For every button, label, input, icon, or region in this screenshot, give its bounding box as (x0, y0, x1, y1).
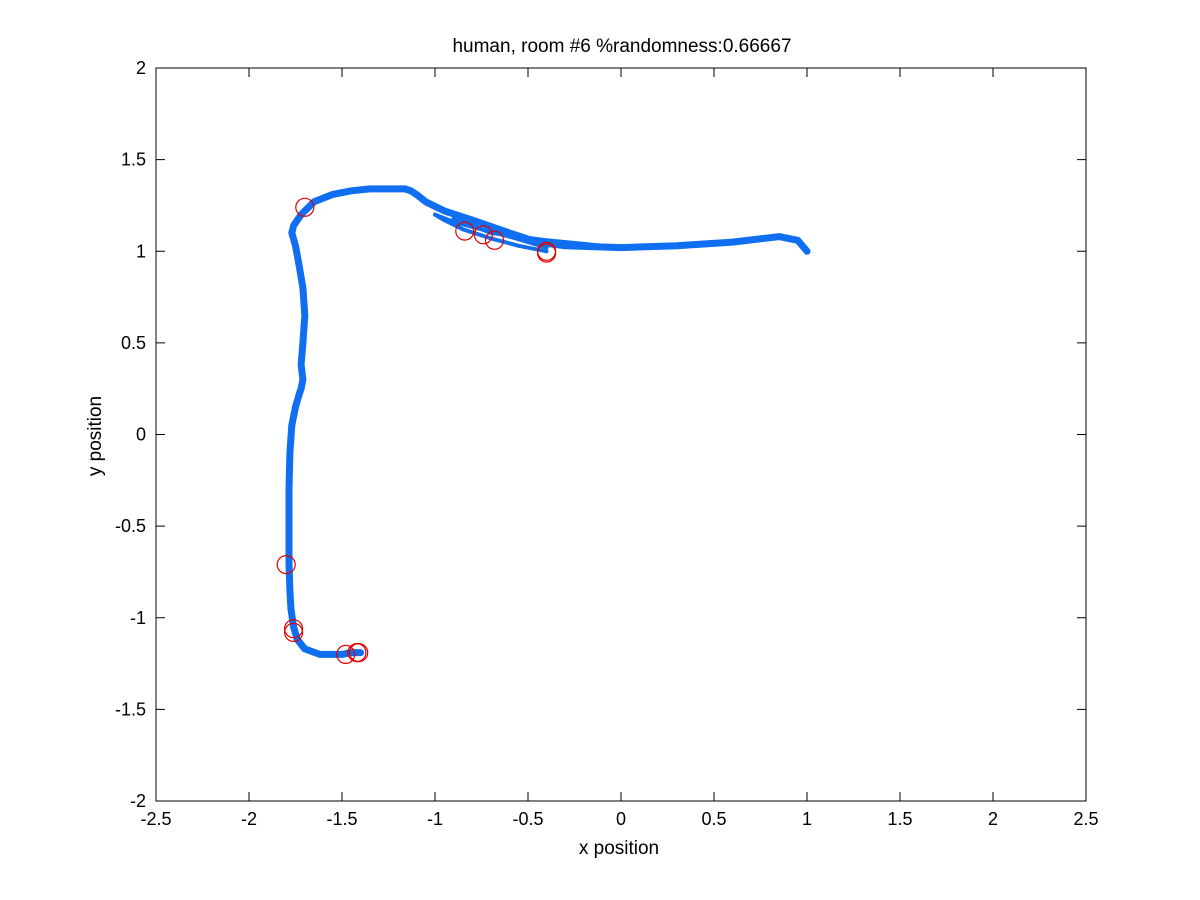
axes: -2.5 -2 -1.5 -1 -0.5 0 0.5 1 1.5 2 2.5-2-1.5-1-0.5… (115, 58, 1099, 829)
marker-point (455, 221, 475, 241)
marker-point (295, 197, 315, 217)
y-tick-label: 0 (136, 425, 146, 445)
x-tick-label: 0 (616, 809, 626, 829)
x-tick-label: -2.5 (140, 809, 171, 829)
chart-title: human, room #6 %randomness:0.66667 (452, 36, 791, 57)
plot-background (156, 68, 1086, 801)
x-tick-label: -0.5 (512, 809, 543, 829)
marker-point (349, 642, 369, 663)
marker-point (276, 554, 296, 575)
y-axis-label: y position (85, 396, 106, 476)
marker-point (536, 243, 557, 263)
x-tick-label: 2 (988, 809, 998, 829)
y-tick-label: -1.5 (115, 699, 146, 719)
x-tick-label: -1.5 (326, 809, 357, 829)
x-tick-label: -1 (427, 809, 443, 829)
plot-area (156, 68, 1086, 801)
y-tick-label: 1 (136, 241, 146, 261)
x-axis-label: x position (579, 838, 659, 859)
marker-point (473, 225, 493, 245)
y-tick-label: 1.5 (121, 150, 146, 170)
x-tick-label: 0.5 (701, 809, 726, 829)
x-tick-label: 1.5 (887, 809, 912, 829)
marker-point (336, 644, 356, 665)
x-tick-label: -2 (241, 809, 257, 829)
marker-point (484, 230, 505, 250)
marker-point (284, 622, 304, 643)
y-tick-label: -0.5 (115, 516, 146, 536)
y-tick-label: 0.5 (121, 333, 146, 353)
y-tick-label: 2 (136, 58, 146, 78)
y-tick-label: -2 (130, 791, 146, 811)
marker-point (284, 619, 304, 639)
y-tick-label: -1 (130, 608, 146, 628)
x-tick-label: 2.5 (1073, 809, 1098, 829)
x-tick-label: 1 (802, 809, 812, 829)
marker-layer (276, 197, 557, 665)
